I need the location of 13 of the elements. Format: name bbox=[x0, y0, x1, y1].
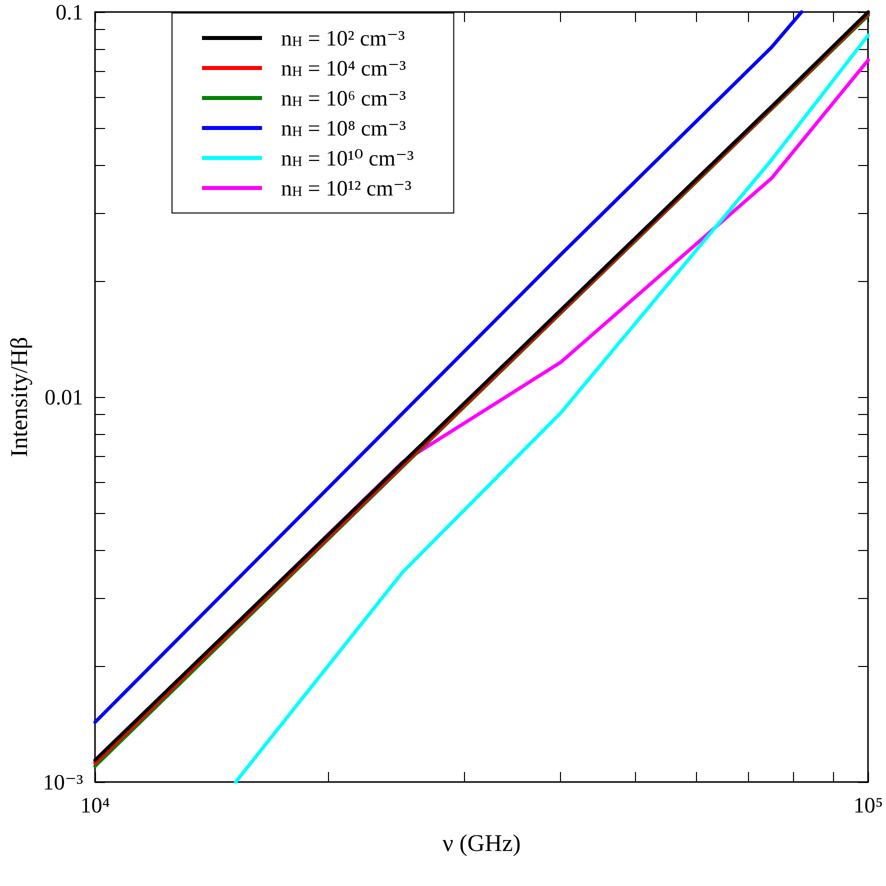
x-tick-label: 10⁵ bbox=[853, 792, 883, 818]
y-tick-label: 0.01 bbox=[44, 384, 84, 410]
y-tick-label: 0.1 bbox=[56, 0, 84, 24]
x-tick-label: 10⁴ bbox=[80, 792, 110, 818]
legend-label: nH = 10¹² cm⁻³ bbox=[281, 176, 412, 200]
y-tick-label: 10⁻³ bbox=[42, 770, 84, 794]
legend-label: nH = 10⁴ cm⁻³ bbox=[281, 56, 406, 80]
legend-label: nH = 10⁸ cm⁻³ bbox=[281, 116, 406, 140]
x-axis-title: ν (GHz) bbox=[442, 831, 521, 857]
legend-label: nH = 10⁶ cm⁻³ bbox=[281, 86, 406, 110]
legend-label: nH = 10¹⁰ cm⁻³ bbox=[281, 146, 414, 170]
legend-label: nH = 10² cm⁻³ bbox=[281, 26, 406, 50]
y-axis-title: Intensity/Hβ bbox=[7, 336, 33, 458]
